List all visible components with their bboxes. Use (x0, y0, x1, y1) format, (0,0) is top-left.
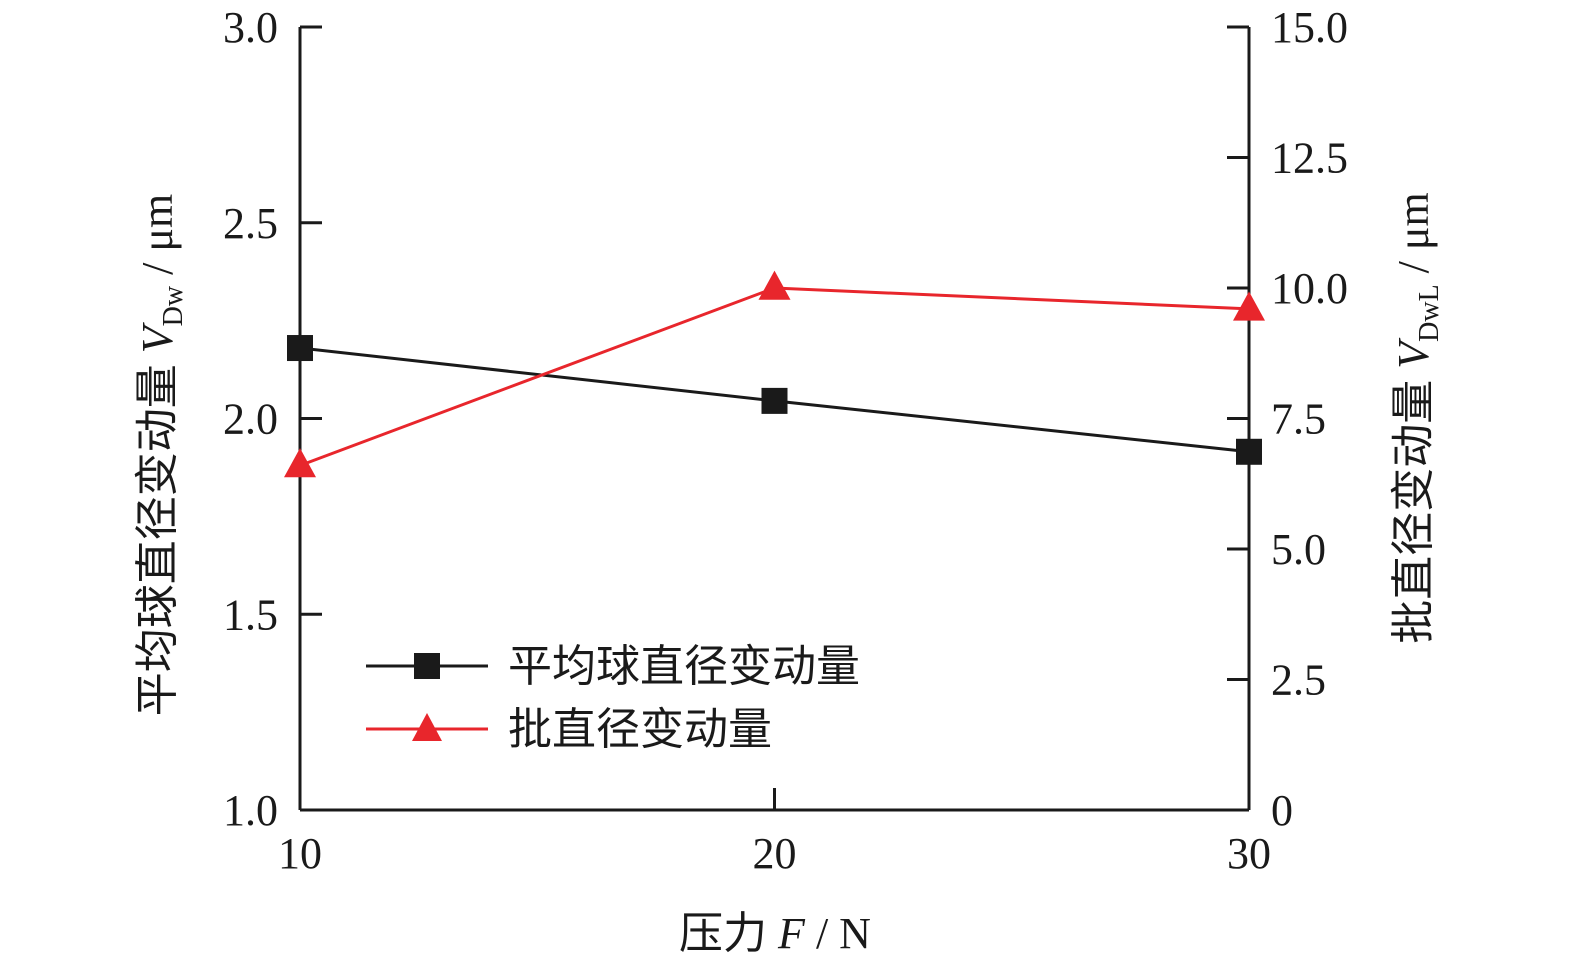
data-point-square (287, 335, 313, 362)
left-y-tick-label: 1.0 (223, 786, 278, 835)
series-line-2 (299, 286, 1250, 467)
series-1 (287, 335, 1262, 465)
axes (298, 27, 1251, 812)
ticks: 1.0 1.5 2.0 2.5 3.0 0 2.5 5.0 7.5 10.0 12.5 15.0 10 2… (223, 3, 1348, 878)
right-y-tick-label: 12.5 (1271, 134, 1348, 183)
legend: 平均球直径变动量 批直径变动量 (366, 642, 860, 754)
x-tick-label: 20 (753, 829, 797, 878)
right-y-tick-label: 7.5 (1271, 395, 1326, 444)
series (284, 270, 1265, 478)
right-y-axis-title: 批直径变动量 VDwL / μm (1389, 192, 1445, 643)
left-y-tick-label: 3.0 (223, 3, 278, 52)
x-axis-title: 压力 F / N (679, 909, 871, 958)
series-2 (284, 270, 1265, 478)
right-y-tick-label: 5.0 (1271, 525, 1326, 574)
left-y-tick-label: 1.5 (223, 590, 278, 639)
legend-item-average-ball-diameter-variation: 平均球直径变动量 (366, 642, 860, 691)
right-y-tick-label: 2.5 (1271, 656, 1326, 705)
right-y-tick-label: 0 (1271, 786, 1293, 835)
legend-triangle-marker (412, 713, 442, 741)
data-point-triangle (1233, 291, 1265, 321)
x-tick-label: 30 (1227, 829, 1271, 878)
right-y-tick-label: 15.0 (1271, 3, 1348, 52)
legend-label-series-2: 批直径变动量 (508, 705, 772, 754)
data-point-triangle (284, 448, 316, 478)
x-tick-label: 10 (278, 829, 322, 878)
right-y-tick-label: 10.0 (1271, 264, 1348, 313)
left-y-tick-label: 2.0 (223, 395, 278, 444)
legend-square-marker (414, 653, 440, 679)
data-point-square (761, 387, 788, 414)
left-y-axis-title: 平均球直径变动量 VDw / μm (133, 194, 189, 716)
legend-item-batch-diameter-variation: 批直径变动量 (366, 705, 772, 754)
data-point-triangle (758, 270, 791, 300)
data-point-square (1236, 438, 1262, 465)
legend-label-series-1: 平均球直径变动量 (508, 642, 860, 691)
left-y-tick-label: 2.5 (223, 199, 278, 248)
